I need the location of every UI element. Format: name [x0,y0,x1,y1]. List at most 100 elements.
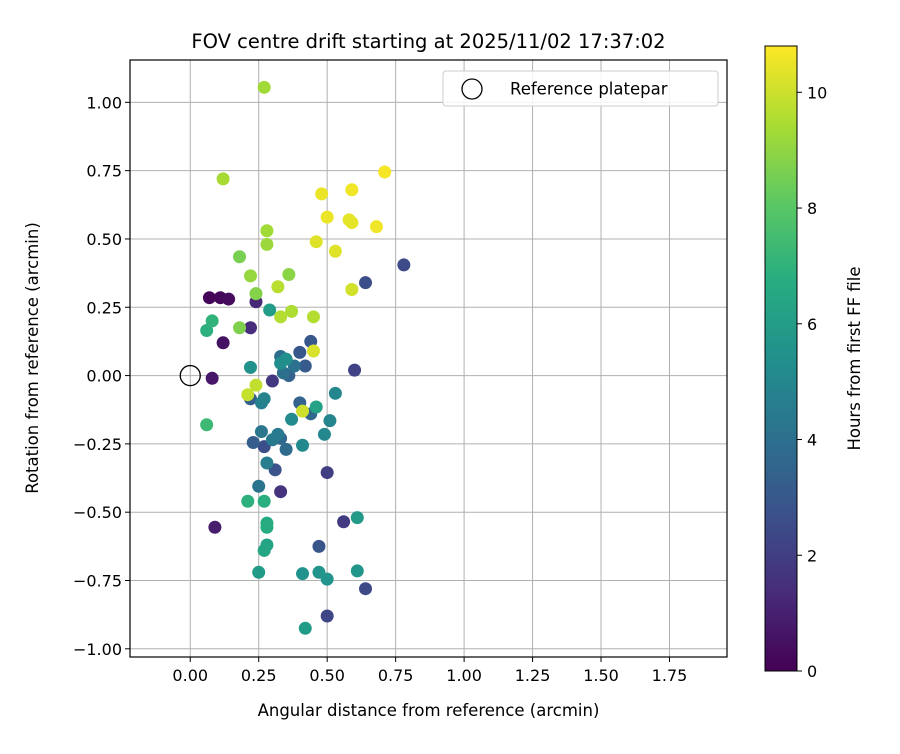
y-tick-label: −0.75 [73,571,122,590]
data-point [345,216,359,230]
data-point [249,287,263,301]
data-point [222,292,236,306]
data-point [279,352,293,366]
y-tick-label: 0.25 [86,298,122,317]
data-point [348,363,362,377]
data-point [282,267,296,281]
x-tick-label: 1.75 [652,666,688,685]
data-point [243,269,257,283]
data-point [323,414,337,428]
x-tick-label: 0.50 [309,666,345,685]
colorbar-ticks: 0 2 4 6 8 10 [797,83,827,681]
plot-area-frame [129,59,728,658]
y-tick-label: 1.00 [86,93,122,112]
data-point [208,520,222,534]
y-tick-label: −0.25 [73,435,122,454]
data-point [309,400,323,414]
data-point [317,427,331,441]
y-axis-ticks: 1.00 0.75 0.50 0.25 0.00 −0.25 −0.50 −0.75 −1.00 [73,93,130,659]
y-tick-label: 0.00 [86,367,122,386]
data-point [263,303,277,317]
x-tick-label: 1.50 [583,666,619,685]
data-point [320,466,334,480]
data-point [306,310,320,324]
data-point [257,80,271,94]
colorbar: 0 2 4 6 8 10 Hours from first FF file [764,45,864,681]
data-point [345,183,359,197]
colorbar-tick-label: 10 [807,83,827,102]
legend: Reference platepar [442,70,719,107]
data-point [296,438,310,452]
colorbar-title: Hours from first FF file [845,266,864,450]
data-point [285,412,299,426]
data-point [359,276,373,290]
data-point [233,321,247,335]
data-point [378,165,392,179]
data-point [274,485,288,499]
y-tick-label: 0.50 [86,230,122,249]
data-point [279,442,293,456]
data-point [257,392,271,406]
data-point [243,360,257,374]
data-point [320,210,334,224]
legend-box [442,70,719,107]
data-point [298,621,312,635]
data-point [337,515,351,529]
data-point [296,404,310,418]
colorbar-tick-label: 0 [807,662,817,681]
data-point [257,494,271,508]
data-point [246,436,260,450]
data-point [257,543,271,557]
chart-title: FOV centre drift starting at 2025/11/02 … [191,30,665,53]
data-point [285,304,299,318]
data-point [296,567,310,581]
data-point [320,572,334,586]
colorbar-gradient [764,45,798,672]
legend-marker-reference [461,78,483,100]
data-point [350,564,364,578]
data-point [312,539,326,553]
data-point [205,314,219,328]
colorbar-tick-label: 4 [807,431,817,450]
data-point [260,456,274,470]
legend-label: Reference platepar [510,80,668,99]
data-point [216,336,230,350]
colorbar-tick-label: 8 [807,199,817,218]
data-point [315,187,329,201]
data-point [320,609,334,623]
y-tick-label: 0.75 [86,162,122,181]
data-point [298,359,312,373]
x-tick-label: 0.25 [241,666,277,685]
data-point [271,427,285,441]
x-axis-title: Angular distance from reference (arcmin) [258,701,600,720]
data-point [249,378,263,392]
reference-marker [179,364,201,387]
data-point [271,280,285,294]
x-tick-label: 0.00 [172,666,208,685]
data-point [241,494,255,508]
x-axis-ticks: 0.00 0.25 0.50 0.75 1.00 1.25 1.50 1.75 [172,657,687,685]
data-point [216,172,230,186]
y-tick-label: −0.50 [73,503,122,522]
data-point [293,345,307,359]
grid-lines [130,60,727,657]
data-point [241,388,255,402]
data-point [243,321,257,335]
data-point [397,258,411,272]
data-point [260,224,274,238]
data-points [200,80,411,635]
reference-platepar-marker [179,364,201,387]
x-tick-label: 1.00 [446,666,482,685]
data-point [205,371,219,385]
colorbar-tick-label: 6 [807,315,817,334]
y-axis-title: Rotation from reference (arcmin) [23,222,42,494]
data-point [328,386,342,400]
data-point [306,344,320,358]
data-point [252,479,266,493]
data-point [202,291,216,305]
y-tick-label: −1.00 [73,640,122,659]
x-tick-label: 1.25 [515,666,551,685]
data-point [309,235,323,249]
data-point [254,425,268,439]
